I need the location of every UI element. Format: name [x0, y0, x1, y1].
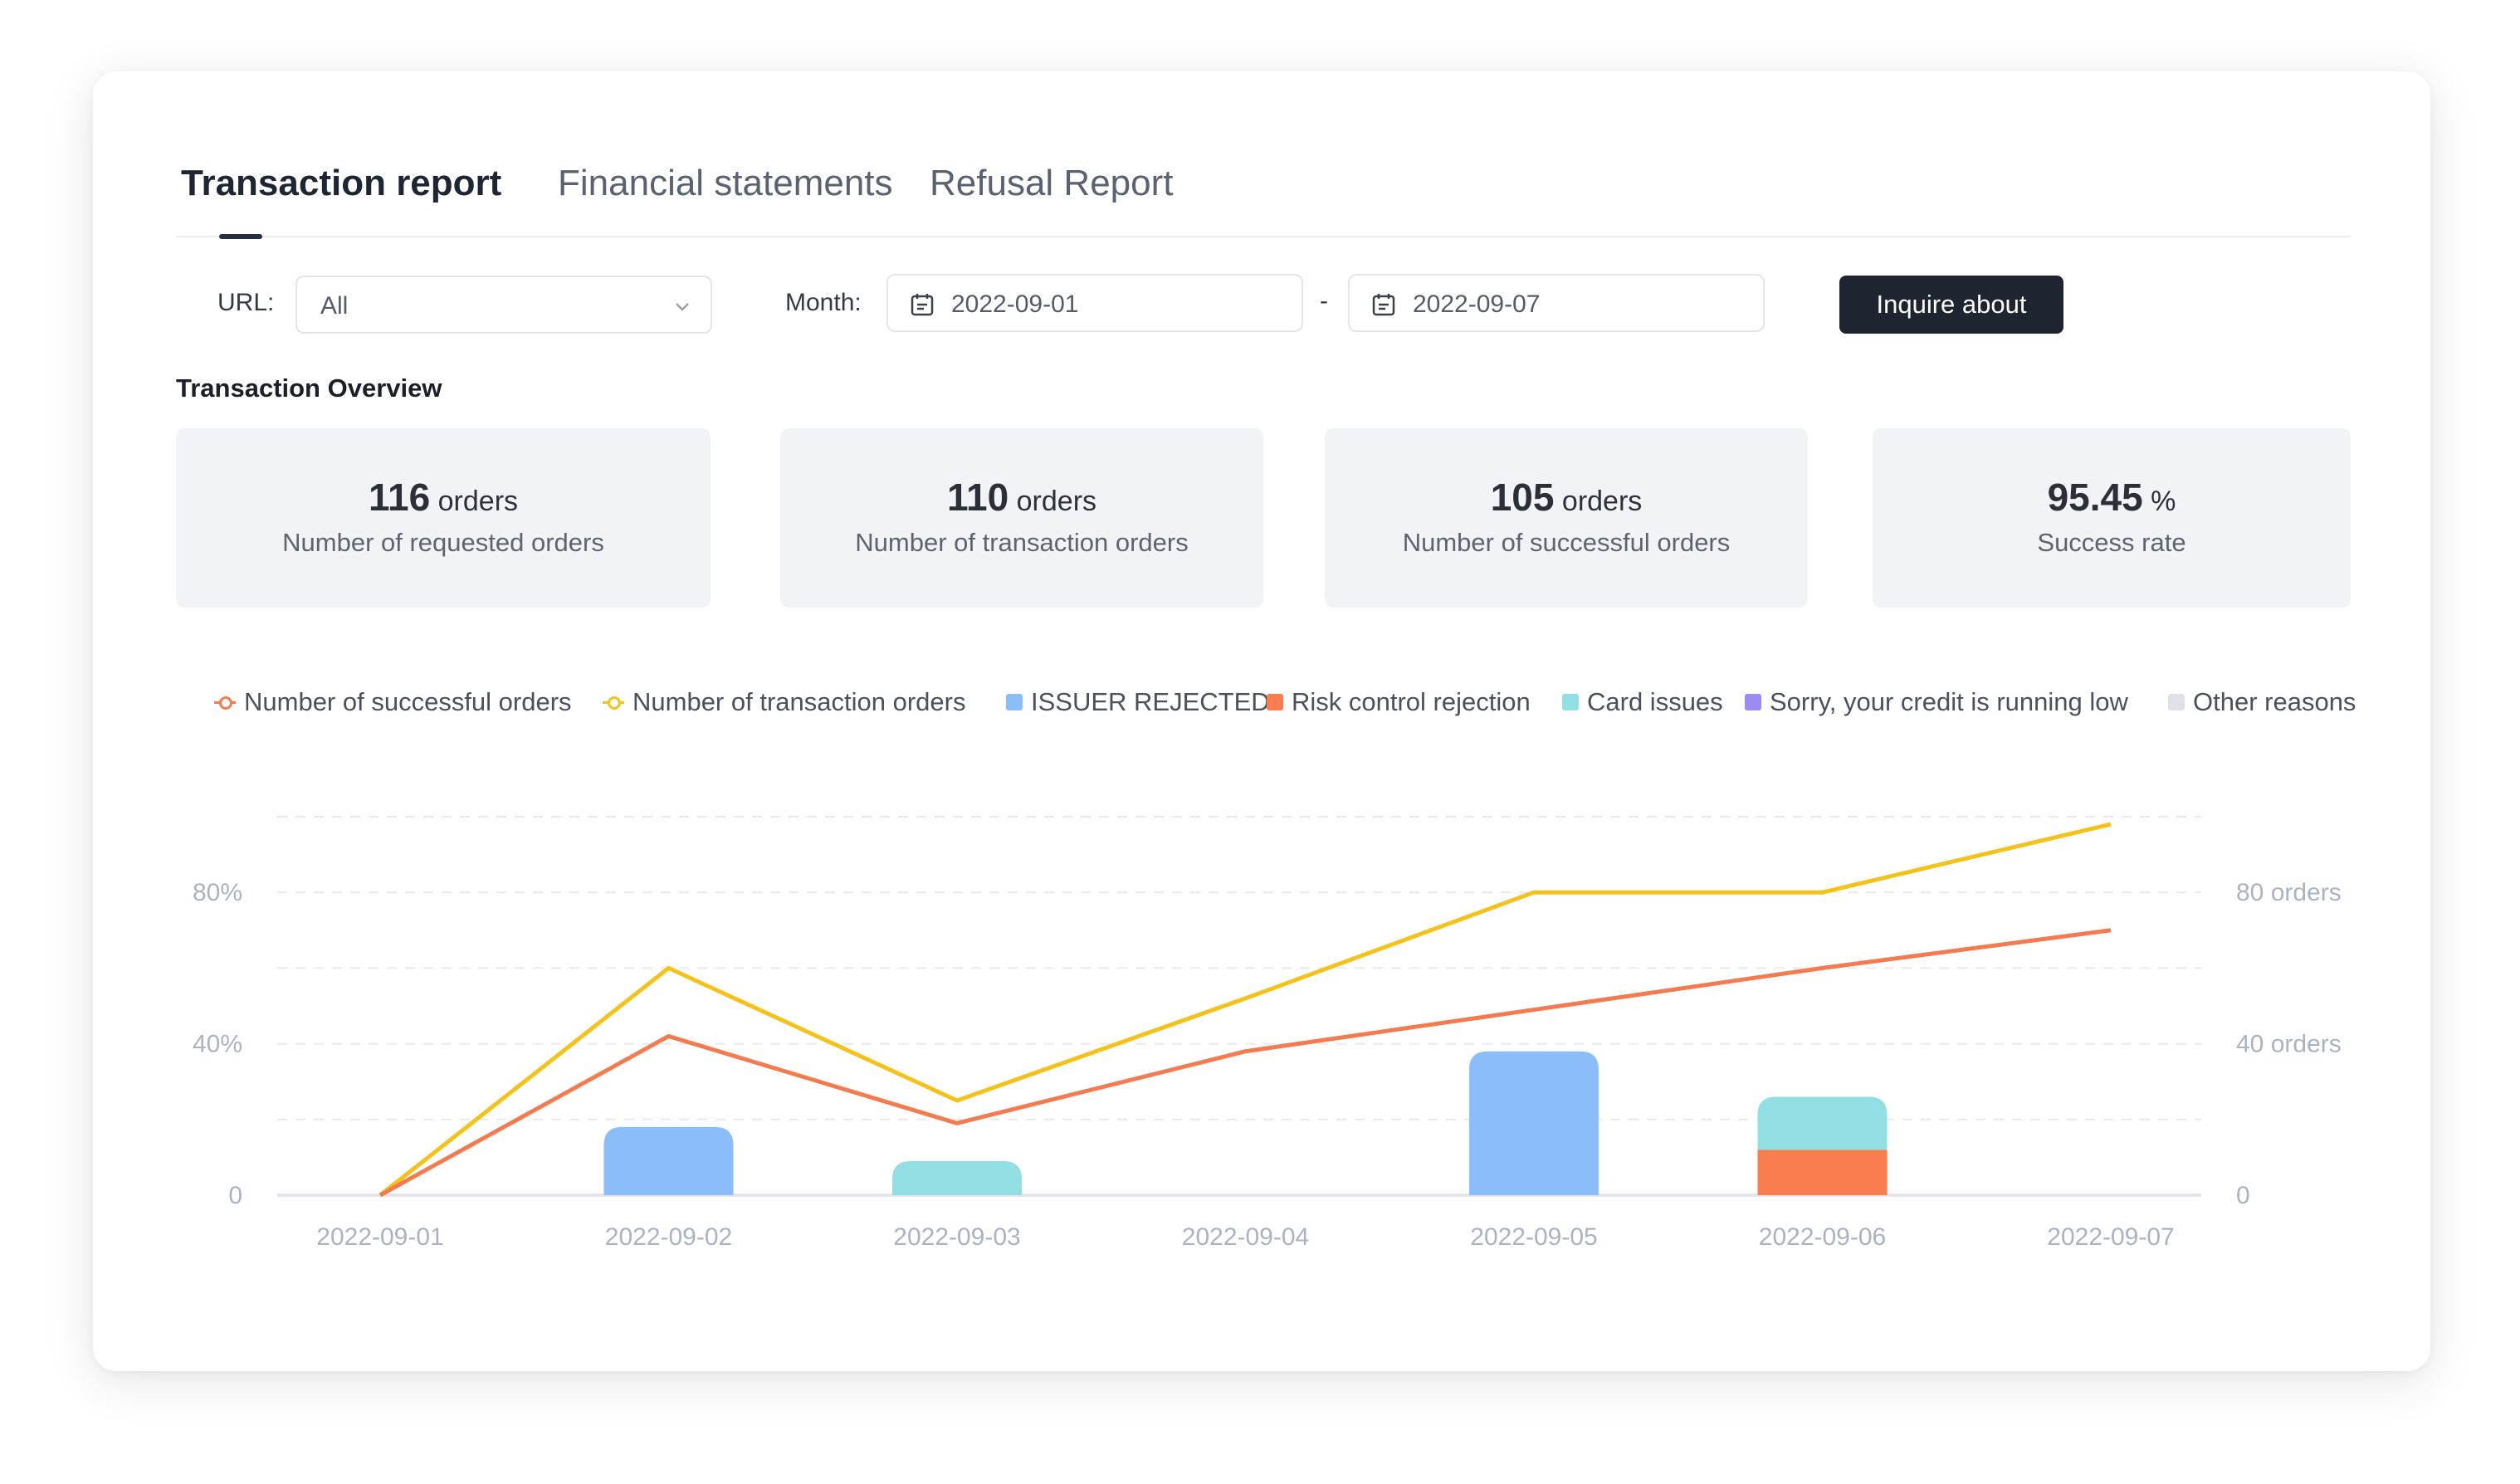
tab-refusal-report[interactable]: Refusal Report — [930, 163, 1174, 203]
x-axis-tick: 2022-09-06 — [1759, 1223, 1886, 1251]
legend-card-issues[interactable]: Card issues — [1562, 686, 1723, 719]
left-axis-tick: 40% — [193, 1031, 242, 1058]
tab-divider — [176, 236, 2351, 237]
end-date-field[interactable]: 2022-09-07 — [1348, 274, 1765, 332]
month-label: Month: — [785, 289, 862, 316]
stat-card-successful: 105 orders Number of successful orders — [1325, 428, 1808, 608]
bar-issuer-rejected — [603, 1126, 734, 1195]
x-axis-tick: 2022-09-05 — [1470, 1223, 1597, 1251]
bar-issuer-rejected — [1469, 1051, 1599, 1195]
legend-other-reasons[interactable]: Other reasons — [2168, 686, 2356, 719]
x-axis-tick: 2022-09-01 — [316, 1223, 443, 1251]
calendar-icon — [911, 294, 934, 316]
bar-risk-control-rejection — [1757, 1150, 1888, 1195]
overview-title: Transaction Overview — [176, 373, 442, 403]
url-select[interactable]: All — [295, 276, 712, 334]
end-date-value: 2022-09-07 — [1413, 290, 1541, 318]
inquire-button[interactable]: Inquire about — [1839, 276, 2063, 334]
date-range-separator: - — [1320, 287, 1328, 315]
legend-risk-control[interactable]: Risk control rejection — [1267, 686, 1531, 719]
legend-label: Number of successful orders — [244, 687, 572, 716]
stat-unit: % — [2151, 486, 2176, 517]
stat-value: 95.45 — [2047, 476, 2143, 519]
chevron-down-icon — [676, 303, 689, 311]
stat-label: Number of transaction orders — [855, 528, 1189, 557]
bar-card-issues — [892, 1160, 1022, 1195]
legend-line-icon — [603, 694, 624, 710]
left-axis-tick: 80% — [193, 879, 242, 906]
stat-card-success-rate: 95.45 % Success rate — [1873, 428, 2351, 608]
line-successful-orders — [378, 928, 2112, 1198]
bar-card-issues — [1757, 1096, 1888, 1150]
legend-transaction-orders[interactable]: Number of transaction orders — [603, 686, 965, 719]
right-axis-tick: 80 orders — [2236, 879, 2342, 906]
legend-label: Other reasons — [2193, 687, 2356, 716]
x-axis-tick: 2022-09-07 — [2047, 1223, 2174, 1251]
tab-financial-statements[interactable]: Financial statements — [558, 163, 893, 203]
stat-unit: orders — [1016, 486, 1097, 517]
stat-card-requested: 116 orders Number of requested orders — [176, 428, 711, 608]
legend-box-icon — [1562, 694, 1579, 710]
stat-label: Success rate — [2037, 528, 2186, 557]
left-axis-tick: 0 — [228, 1182, 242, 1209]
legend-label: ISSUER REJECTED — [1031, 687, 1270, 716]
legend-label: Number of transaction orders — [632, 687, 966, 716]
legend-box-icon — [2168, 694, 2185, 710]
legend-issuer-rejected[interactable]: ISSUER REJECTED — [1006, 686, 1270, 719]
legend-label: Card issues — [1587, 687, 1723, 716]
legend-successful-orders[interactable]: Number of successful orders — [214, 686, 572, 719]
legend-box-icon — [1267, 694, 1283, 710]
legend-label: Risk control rejection — [1292, 687, 1531, 716]
url-select-value: All — [320, 292, 349, 320]
tab-transaction-report[interactable]: Transaction report — [181, 163, 502, 203]
right-axis-tick: 40 orders — [2236, 1031, 2342, 1058]
stat-value: 110 — [946, 476, 1009, 519]
stat-unit: orders — [1561, 486, 1643, 517]
stat-value: 116 — [368, 476, 431, 519]
legend-box-icon — [1745, 694, 1761, 710]
legend-credit-low[interactable]: Sorry, your credit is running low — [1745, 686, 2128, 719]
stat-card-transaction: 110 orders Number of transaction orders — [780, 428, 1263, 608]
x-axis-tick: 2022-09-04 — [1182, 1223, 1309, 1251]
active-tab-indicator — [219, 234, 262, 239]
x-axis-tick: 2022-09-03 — [893, 1223, 1020, 1251]
start-date-field[interactable]: 2022-09-01 — [886, 274, 1303, 332]
stat-label: Number of requested orders — [282, 528, 604, 557]
stat-label: Number of successful orders — [1402, 528, 1731, 557]
legend-label: Sorry, your credit is running low — [1770, 687, 2128, 716]
stat-unit: orders — [437, 486, 519, 517]
start-date-value: 2022-09-01 — [951, 290, 1079, 318]
x-axis-tick: 2022-09-02 — [605, 1223, 732, 1251]
stat-value: 105 — [1490, 476, 1555, 519]
line-transaction-orders — [378, 822, 2112, 1197]
right-axis-tick: 0 — [2236, 1182, 2250, 1209]
legend-box-icon — [1006, 694, 1023, 710]
legend-line-icon — [214, 694, 236, 710]
calendar-icon — [1372, 294, 1395, 316]
url-label: URL: — [217, 289, 275, 316]
